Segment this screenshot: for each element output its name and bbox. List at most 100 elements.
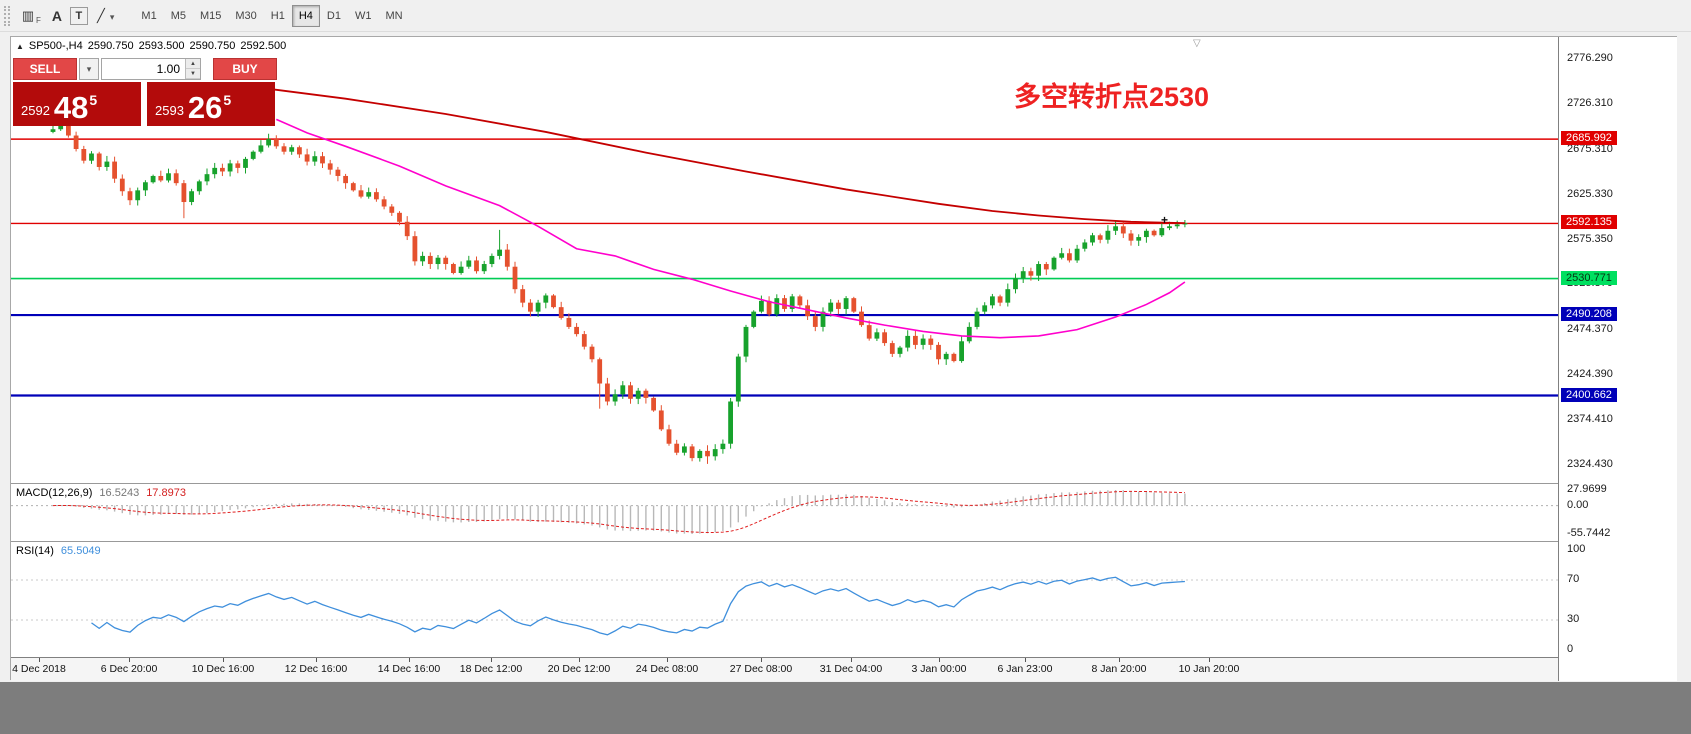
volume-spinner: ▲ ▼	[185, 59, 200, 79]
price-tag: 2592.135	[1561, 215, 1617, 230]
high-value: 2593.500	[138, 40, 185, 52]
rsi-chart	[11, 576, 1558, 636]
rsi-line	[91, 576, 1185, 636]
price-tag: 2685.992	[1561, 131, 1617, 146]
macd-axis-label: -55.7442	[1567, 527, 1611, 539]
time-tick	[223, 658, 224, 662]
rsi-name: RSI(14)	[16, 545, 54, 557]
price-tick-label: 2474.370	[1567, 323, 1613, 336]
time-tick	[1119, 658, 1120, 662]
close-value: 2592.500	[240, 40, 287, 52]
sell-price-small: 2592	[21, 103, 50, 118]
time-tick	[316, 658, 317, 662]
price-axis[interactable]: 2776.290 2726.310 2675.310 2625.330 2575.350…	[1558, 37, 1677, 681]
volume-box: ▲ ▼	[101, 58, 201, 80]
rsi-value: 65.5049	[60, 545, 101, 557]
insert-text-icon[interactable]: A	[51, 7, 62, 24]
time-tick	[39, 658, 40, 662]
price-tick-label: 2726.310	[1567, 96, 1613, 109]
ma_fast-line	[275, 118, 1186, 339]
time-label: 3 Jan 00:00	[911, 663, 967, 675]
sell-price-big: 48	[53, 89, 89, 125]
draw-tools-dropdown-icon[interactable]: ▾	[109, 12, 115, 22]
macd-signal-value: 17.8973	[146, 487, 186, 499]
rsi-axis-label: 0	[1567, 643, 1574, 655]
time-axis[interactable]: 4 Dec 2018 6 Dec 20:00 10 Dec 16:00 12 Dec …	[11, 657, 1558, 681]
timeframe-d1-button[interactable]: D1	[326, 9, 341, 22]
rsi-axis-label: 70	[1567, 573, 1580, 585]
time-label: 6 Jan 23:00	[997, 663, 1053, 675]
chart-frame: ▲ SP500-,H4 2590.750 2593.500 2590.750 2…	[10, 36, 1677, 681]
time-label: 12 Dec 16:00	[284, 663, 348, 675]
time-tick	[129, 658, 130, 662]
symbol-timeframe-label: SP500-,H4	[28, 40, 83, 52]
timeframe-m1-button[interactable]: M1	[141, 9, 157, 22]
price-tick-label: 2575.350	[1567, 232, 1613, 245]
timeframe-w1-button[interactable]: W1	[354, 9, 372, 22]
tick-direction-icon: ▲	[16, 41, 24, 51]
timeframe-m30-button[interactable]: M30	[235, 9, 257, 22]
buy-price-display[interactable]: 2593 26 5	[147, 82, 275, 126]
candlestick-chart[interactable]	[11, 37, 1558, 483]
volume-down-button[interactable]: ▼	[186, 69, 200, 79]
timeframe-m15-button[interactable]: M15	[199, 9, 222, 22]
tick-chart-icon[interactable]: ▥	[21, 7, 35, 23]
timeframe-buttons: M1 M5 M15 M30 H1 H4 D1 W1 MN	[134, 4, 409, 27]
chart-annotation-text: 多空转折点2530	[1014, 82, 1210, 112]
buy-button[interactable]: BUY	[213, 58, 277, 80]
time-tick	[851, 658, 852, 662]
time-tick	[409, 658, 410, 662]
sell-button[interactable]: SELL	[13, 58, 77, 80]
time-tick	[579, 658, 580, 662]
timeframe-h4-button[interactable]: H4	[291, 4, 320, 27]
chart-shift-marker-icon[interactable]: ▽	[1193, 38, 1201, 49]
time-label: 14 Dec 16:00	[377, 663, 441, 675]
time-label: 27 Dec 08:00	[729, 663, 793, 675]
timeframe-h1-button[interactable]: H1	[270, 9, 285, 22]
price-tick-label: 2776.290	[1567, 52, 1613, 64]
time-tick	[667, 658, 668, 662]
macd-axis-label: 27.9699	[1567, 483, 1607, 495]
low-value: 2590.750	[189, 40, 236, 52]
toolbar-grip[interactable]	[4, 5, 10, 26]
timeframe-m5-button[interactable]: M5	[170, 9, 186, 22]
buy-price-sup: 5	[223, 92, 232, 108]
price-tag: 2530.771	[1561, 270, 1617, 285]
time-label: 31 Dec 04:00	[819, 663, 883, 675]
time-label: 8 Jan 20:00	[1091, 663, 1147, 675]
macd-pane[interactable]: MACD(12,26,9) 16.5243 17.8973	[11, 483, 1558, 541]
f-badge: F	[36, 16, 41, 25]
main-chart-pane[interactable]: ▲ SP500-,H4 2590.750 2593.500 2590.750 2…	[11, 37, 1558, 483]
sell-price-sup: 5	[89, 92, 98, 108]
time-label: 10 Jan 20:00	[1178, 663, 1240, 675]
rsi-pane[interactable]: RSI(14) 65.5049	[11, 541, 1558, 657]
bottom-band	[0, 682, 1691, 734]
draw-line-icon[interactable]: ╱	[96, 7, 105, 23]
time-tick	[1209, 658, 1210, 662]
ma_slow-line	[268, 87, 1185, 225]
time-label: 10 Dec 16:00	[191, 663, 255, 675]
volume-input[interactable]	[101, 58, 201, 80]
time-label: 20 Dec 12:00	[547, 663, 611, 675]
macd-axis-label: 0.00	[1567, 498, 1589, 511]
macd-signal-line	[52, 490, 1185, 533]
price-tick-label: 2424.390	[1567, 368, 1613, 381]
time-label: 4 Dec 2018	[12, 663, 66, 675]
time-tick	[1025, 658, 1026, 662]
volume-dropdown-button[interactable]: ▾	[79, 58, 99, 80]
timeframe-mn-button[interactable]: MN	[385, 9, 403, 22]
sell-price-display[interactable]: 2592 48 5	[13, 82, 141, 126]
time-tick	[939, 658, 940, 662]
volume-up-button[interactable]: ▲	[186, 59, 200, 69]
text-label-icon[interactable]: T	[69, 6, 88, 25]
time-tick	[491, 658, 492, 662]
time-label: 18 Dec 12:00	[459, 663, 523, 675]
buy-price-small: 2593	[155, 103, 184, 118]
price-tick-label: 2374.410	[1567, 413, 1613, 426]
buy-price-big: 26	[187, 89, 223, 125]
price-tag: 2490.208	[1561, 307, 1617, 322]
open-value: 2590.750	[87, 40, 134, 52]
time-label: 6 Dec 20:00	[100, 663, 158, 675]
price-tick-label: 2324.430	[1567, 458, 1613, 470]
